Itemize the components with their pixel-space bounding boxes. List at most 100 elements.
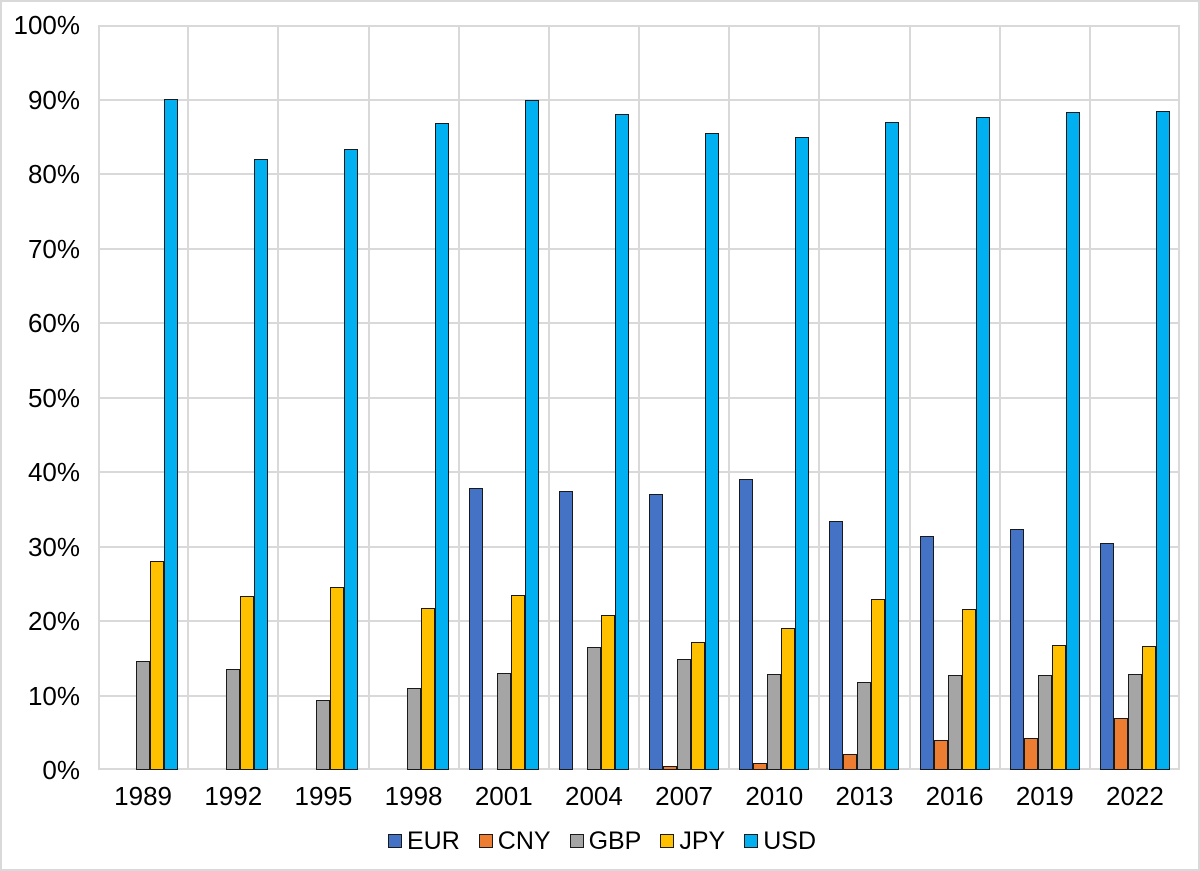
bar-usd-2016 [975,117,990,770]
y-tick-label: 70% [27,233,80,264]
y-tick-label: 0% [42,755,80,785]
gridline-vertical [998,27,1001,768]
bar-eur-2004 [558,491,573,770]
gridline-vertical [1088,27,1091,768]
legend-swatch-eur [387,834,402,848]
bar-gbp-1989 [136,661,151,770]
x-category-label: 2001 [474,781,533,811]
gridline-vertical [457,27,460,768]
bar-jpy-2022 [1141,646,1156,770]
bar-gbp-1995 [316,700,331,770]
bar-gbp-2019 [1037,675,1052,770]
y-tick-label: 20% [27,606,80,636]
gridline-vertical [367,27,370,768]
x-category-label: 1992 [204,781,263,811]
bar-gbp-2022 [1127,674,1142,770]
legend-item-eur: EUR [387,826,460,856]
bar-usd-1989 [164,99,179,770]
y-tick-label: 100% [13,10,81,40]
y-tick-label: 90% [27,84,80,115]
bar-cny-2007 [663,766,678,770]
bar-usd-1995 [344,149,359,770]
bar-gbp-1998 [406,688,421,770]
bar-gbp-2013 [857,682,872,770]
legend-label-gbp: GBP [588,827,642,855]
legend: EUR CNY GBP JPY USD [2,826,1200,856]
bar-jpy-2001 [510,595,525,770]
bar-usd-2013 [885,122,900,770]
bar-gbp-1992 [226,669,241,770]
bar-gbp-2010 [767,674,782,770]
legend-item-usd: USD [744,826,816,856]
plot-area [98,25,1180,770]
x-category-label: 2010 [745,781,804,811]
x-category-label: 2007 [655,781,713,811]
bar-jpy-2013 [871,599,886,770]
bar-cny-2019 [1023,738,1038,770]
bar-gbp-2016 [947,675,962,770]
bar-jpy-2019 [1051,645,1066,770]
bar-jpy-1998 [420,608,435,770]
x-category-label: 2004 [564,781,623,811]
bar-eur-2022 [1099,543,1114,770]
bar-cny-2013 [843,754,858,770]
y-tick-label: 80% [27,159,80,189]
gridline-vertical [818,27,821,768]
bar-usd-2007 [705,133,720,770]
bar-usd-2019 [1065,112,1080,770]
bar-jpy-2016 [961,609,976,770]
legend-item-gbp: GBP [569,826,642,856]
legend-swatch-cny [478,834,493,848]
gridline-vertical [277,27,280,768]
y-tick-label: 30% [27,531,80,562]
bar-eur-2013 [829,521,844,770]
bar-jpy-2010 [781,628,796,770]
legend-label-usd: USD [763,827,817,855]
legend-swatch-jpy [660,834,675,848]
x-category-label: 2019 [1015,781,1074,811]
bar-usd-1998 [434,123,449,770]
legend-label-jpy: JPY [679,827,726,855]
x-category-label: 1989 [114,781,172,811]
gridline-vertical [187,27,190,768]
bar-eur-2007 [649,494,664,770]
gridline-vertical [728,27,731,768]
legend-label-eur: EUR [406,827,460,855]
legend-swatch-usd [744,834,759,848]
y-tick-label: 10% [27,680,80,711]
legend-item-jpy: JPY [660,826,725,856]
bar-gbp-2004 [586,647,601,770]
bar-usd-2010 [795,137,810,770]
bar-eur-2001 [468,488,483,770]
y-tick-label: 60% [27,308,80,338]
x-category-label: 2016 [925,781,984,811]
x-category-label: 2022 [1105,781,1164,811]
bar-cny-2016 [933,740,948,770]
legend-swatch-gbp [569,834,584,848]
bar-usd-1992 [254,159,269,770]
bar-jpy-2004 [600,615,615,770]
gridline-vertical [638,27,640,768]
bar-eur-2019 [1009,529,1024,770]
gridline-vertical [908,27,911,768]
bar-eur-2010 [739,479,754,770]
bar-usd-2004 [614,114,629,770]
bar-eur-2016 [919,536,934,770]
bar-cny-2022 [1113,718,1128,770]
bar-jpy-1992 [240,596,255,770]
x-category-label: 2013 [835,781,894,811]
legend-item-cny: CNY [478,826,551,856]
bar-jpy-2007 [691,642,706,770]
bar-jpy-1995 [330,587,345,770]
bar-gbp-2007 [677,659,692,770]
y-tick-label: 50% [27,382,80,413]
y-tick-label: 40% [27,457,80,487]
x-category-label: 1995 [294,781,353,811]
bar-gbp-2001 [496,673,511,770]
bar-jpy-1989 [150,561,165,770]
bar-cny-2010 [753,763,768,770]
bar-usd-2022 [1155,111,1170,770]
x-category-label: 1998 [384,781,443,811]
bar-usd-2001 [524,100,539,770]
